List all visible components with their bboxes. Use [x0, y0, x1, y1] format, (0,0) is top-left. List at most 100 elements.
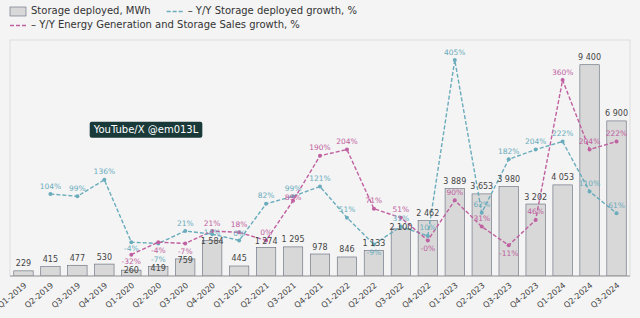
x-tick-label: Q2-2023	[454, 281, 486, 310]
legend-item: – Y/Y Energy Generation and Storage Sale…	[10, 19, 300, 30]
data-label: -11%	[499, 249, 518, 258]
point	[183, 229, 187, 233]
bar	[256, 247, 275, 276]
data-label: 62%	[473, 200, 490, 209]
point	[480, 225, 484, 229]
data-label: 9 400	[578, 53, 601, 62]
point	[318, 154, 322, 158]
data-label: 110%	[579, 179, 600, 188]
bar	[202, 240, 221, 276]
x-tick-label: Q2-2021	[239, 281, 271, 310]
data-label: 190%	[309, 143, 330, 152]
data-label: 136%	[94, 167, 115, 176]
x-tick-label: Q3-2020	[158, 281, 190, 310]
point	[615, 211, 619, 215]
data-label: 477	[70, 254, 85, 263]
point	[75, 194, 79, 198]
x-tick-label: Q4-2022	[400, 281, 432, 310]
x-tick-label: Q4-2021	[293, 281, 325, 310]
x-tick-label: Q1-2022	[320, 281, 352, 310]
point	[345, 148, 349, 152]
data-labels: 229104%41599%477136%530-4%-32%260-4%-7%4…	[16, 48, 628, 275]
data-label: 31%	[393, 214, 410, 223]
plot-marks	[14, 58, 626, 276]
data-label: 759	[178, 256, 193, 265]
point	[534, 218, 538, 222]
data-label: 1 274	[255, 237, 278, 246]
data-label: 82%	[258, 191, 275, 200]
data-label: 46%	[527, 207, 544, 216]
legend: Storage deployed, MWh – Y/Y Storage deplo…	[10, 5, 357, 30]
point	[615, 140, 619, 144]
x-tick-label: Q3-2022	[373, 281, 405, 310]
x-tick-label: Q1-2021	[212, 281, 244, 310]
data-label: 18%	[231, 220, 248, 229]
data-label: 31%	[473, 214, 490, 223]
bar	[607, 121, 626, 276]
data-label: 3 980	[497, 175, 520, 184]
data-label: 1 133	[362, 239, 385, 248]
x-axis	[10, 276, 630, 277]
data-label: 0%	[260, 228, 272, 237]
data-label: 222%	[606, 129, 627, 138]
data-label: 71%	[366, 196, 383, 205]
bar	[14, 271, 33, 276]
bar	[445, 189, 464, 276]
data-label: 4 053	[551, 173, 574, 182]
point	[318, 184, 322, 188]
x-tick-label: Q1-2023	[427, 281, 459, 310]
annotation-text: YouTube/X @em013L	[93, 124, 199, 135]
data-label: -4%	[151, 246, 166, 255]
data-label: 51%	[339, 205, 356, 214]
point	[102, 178, 106, 182]
point	[588, 148, 592, 152]
x-tick-label: Q3-2019	[50, 281, 82, 310]
plot-frame	[10, 40, 630, 276]
data-label: 0%	[233, 229, 245, 238]
x-tick-label: Q4-2023	[508, 281, 540, 310]
data-label: 21%	[204, 219, 221, 228]
data-label: 419	[151, 264, 166, 273]
x-tick-label: Q1-2020	[104, 281, 136, 310]
point	[561, 140, 565, 144]
legend-label: – Y/Y Storage deployed growth, %	[188, 5, 357, 16]
background	[0, 0, 640, 318]
point	[561, 78, 565, 82]
data-label: 222%	[552, 129, 573, 138]
x-tick-label: Q2-2022	[346, 281, 378, 310]
data-label: 10%	[419, 223, 436, 232]
x-tick-labels: Q1-2019Q2-2019Q3-2019Q4-2019Q1-2020Q2-20…	[0, 281, 621, 310]
bar	[418, 221, 437, 276]
data-label: 21%	[177, 219, 194, 228]
data-label: 204%	[525, 137, 546, 146]
data-label: -32%	[122, 257, 141, 266]
bar	[41, 267, 60, 276]
data-label: 530	[97, 253, 112, 262]
data-label: 61%	[608, 201, 625, 210]
data-label: 360%	[552, 68, 573, 77]
data-label: 260	[124, 266, 139, 275]
data-label: -4%	[124, 244, 139, 253]
bar	[229, 266, 248, 276]
legend-item: – Y/Y Storage deployed growth, %	[167, 5, 357, 16]
bar	[68, 265, 87, 276]
legend-item: Storage deployed, MWh	[10, 5, 151, 16]
data-label: -9%	[367, 248, 382, 257]
data-label: 204%	[579, 137, 600, 146]
data-label: 89%	[285, 193, 302, 202]
x-tick-label: Q2-2020	[131, 281, 163, 310]
point	[453, 58, 457, 62]
point	[345, 216, 349, 220]
data-label: 415	[43, 255, 58, 264]
bar	[391, 229, 410, 276]
data-label: 121%	[309, 174, 330, 183]
point	[453, 198, 457, 202]
data-label: 99%	[69, 184, 86, 193]
bar	[337, 257, 356, 276]
point	[534, 148, 538, 152]
x-tick-label: Q4-2019	[77, 281, 109, 310]
x-tick-label: Q3-2021	[266, 281, 298, 310]
point	[48, 192, 52, 196]
x-tick-label: Q2-2024	[562, 281, 594, 310]
legend-swatch	[10, 25, 26, 27]
